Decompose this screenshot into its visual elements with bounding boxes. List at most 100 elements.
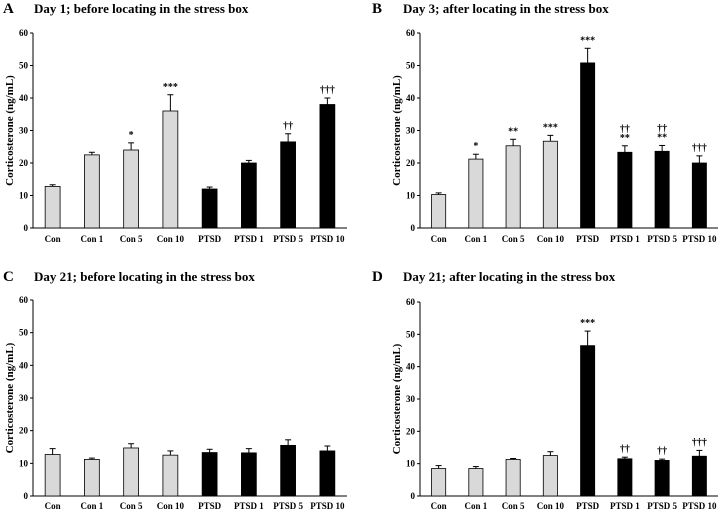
x-tick-label: Con 1 <box>80 234 103 244</box>
y-tick-label: 0 <box>411 223 416 233</box>
y-tick-label: 30 <box>406 126 416 136</box>
x-tick-label: PTSD 10 <box>310 501 345 511</box>
y-tick-label: 40 <box>406 93 416 103</box>
panel-D: D Day 21; after locating in the stress bo… <box>372 269 718 511</box>
bar-ptsd-10 <box>319 450 336 497</box>
bar-con-10 <box>162 110 179 229</box>
bar-ptsd-1 <box>617 458 633 497</box>
x-tick-label: Con 5 <box>120 501 143 511</box>
x-tick-label: Con 10 <box>537 234 565 244</box>
y-tick-label: 10 <box>19 458 29 468</box>
significance-mark: ††† <box>320 85 335 96</box>
chart-title: Day 1; before locating in the stress box <box>34 1 249 16</box>
bar-con <box>44 185 61 229</box>
bar-con-5 <box>123 447 139 497</box>
x-tick-label: PTSD 10 <box>682 234 717 244</box>
bar-ptsd-1 <box>617 151 633 229</box>
bar-ptsd-5 <box>654 150 670 229</box>
y-tick-label: 60 <box>406 297 416 307</box>
x-tick-label: Con 10 <box>157 234 185 244</box>
x-tick-label: Con 5 <box>120 234 143 244</box>
y-tick-label: 20 <box>19 426 29 436</box>
y-tick-label: 0 <box>411 491 416 501</box>
y-tick-label: 10 <box>406 459 416 469</box>
y-tick-label: 50 <box>19 61 29 71</box>
y-tick-label: 10 <box>19 191 29 201</box>
bar-con <box>44 454 61 497</box>
significance-mark: *** <box>163 82 178 93</box>
y-tick-label: 30 <box>406 394 416 404</box>
bar-ptsd-10 <box>319 104 336 229</box>
chart-title: Day 3; after locating in the stress box <box>403 1 609 16</box>
y-tick-label: 50 <box>406 61 416 71</box>
x-tick-label: PTSD 5 <box>647 234 677 244</box>
bar-con-1 <box>84 459 100 497</box>
y-axis-label: Corticosterone (ng/mL) <box>4 342 16 453</box>
y-axis-label: Corticosterone (ng/mL) <box>391 343 403 454</box>
significance-mark: ** <box>657 132 667 143</box>
y-tick-label: 20 <box>19 158 29 168</box>
x-tick-label: PTSD 1 <box>610 234 640 244</box>
bar-ptsd <box>580 345 596 497</box>
bar-ptsd-5 <box>280 444 296 497</box>
x-tick-label: Con <box>431 501 447 511</box>
bar-ptsd-5 <box>280 141 296 229</box>
x-tick-label: Con 1 <box>464 234 487 244</box>
y-tick-label: 0 <box>24 491 29 501</box>
x-tick-label: Con 1 <box>464 501 487 511</box>
bar-ptsd-10 <box>691 455 707 497</box>
bar-ptsd <box>201 188 218 229</box>
y-tick-label: 20 <box>406 158 416 168</box>
x-tick-label: Con 10 <box>157 501 185 511</box>
bar-con-5 <box>505 459 521 497</box>
significance-mark: * <box>473 141 478 152</box>
significance-mark: * <box>129 130 134 141</box>
y-axis-label: Corticosterone (ng/mL) <box>4 75 16 186</box>
y-tick-label: 0 <box>24 223 29 233</box>
panel-A: A Day 1; before locating in the stress bo… <box>3 1 347 244</box>
x-tick-label: PTSD 1 <box>610 501 640 511</box>
bar-ptsd-5 <box>654 460 670 497</box>
x-tick-label: PTSD <box>576 501 600 511</box>
significance-mark: *** <box>543 122 558 133</box>
chart-title: Day 21; after locating in the stress box <box>403 269 616 284</box>
y-tick-label: 10 <box>406 191 416 201</box>
significance-mark: †† <box>283 121 293 132</box>
panel-C: C Day 21; before locating in the stress b… <box>3 269 347 511</box>
significance-mark: †† <box>657 446 667 457</box>
panel-B: B Day 3; after locating in the stress box… <box>372 1 718 244</box>
panel-letter: A <box>3 1 14 17</box>
x-tick-label: PTSD <box>198 234 222 244</box>
significance-mark: †† <box>620 444 630 455</box>
x-tick-label: Con 10 <box>537 501 565 511</box>
bar-ptsd-1 <box>241 452 257 497</box>
bar-con-5 <box>123 149 139 229</box>
chart-title: Day 21; before locating in the stress bo… <box>34 269 255 284</box>
y-tick-label: 40 <box>19 360 29 370</box>
x-tick-label: Con 5 <box>502 501 525 511</box>
significance-mark: *** <box>580 35 595 46</box>
significance-mark: ††† <box>692 437 707 448</box>
bar-con <box>431 194 447 229</box>
y-tick-label: 50 <box>406 329 416 339</box>
bar-ptsd <box>201 452 218 497</box>
y-tick-label: 40 <box>19 93 29 103</box>
x-tick-label: Con <box>45 501 61 511</box>
x-tick-label: Con <box>45 234 61 244</box>
significance-mark: ††† <box>692 143 707 154</box>
y-tick-label: 60 <box>19 28 29 38</box>
bar-con-10 <box>542 140 558 229</box>
bar-con-1 <box>84 154 100 229</box>
y-tick-label: 60 <box>19 295 29 305</box>
significance-mark: †† <box>620 124 630 135</box>
bar-ptsd-1 <box>241 162 257 229</box>
significance-mark: ** <box>508 126 518 137</box>
y-axis-label: Corticosterone (ng/mL) <box>391 75 403 186</box>
x-tick-label: PTSD <box>576 234 600 244</box>
x-tick-label: PTSD 1 <box>234 501 264 511</box>
x-tick-label: Con <box>431 234 447 244</box>
bar-con <box>431 468 447 497</box>
y-tick-label: 30 <box>19 393 29 403</box>
x-tick-label: PTSD <box>198 501 222 511</box>
